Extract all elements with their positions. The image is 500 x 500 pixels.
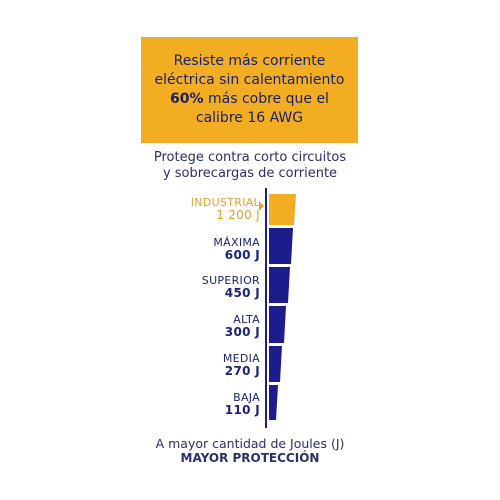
level-name: ALTA: [233, 313, 260, 326]
footer-line-1: A mayor cantidad de Joules (J): [155, 436, 345, 451]
level-maxima: MÁXIMA 600 J: [190, 236, 260, 262]
subtitle-line-1: Protege contra corto circuitos: [153, 150, 347, 165]
bar-media: [269, 346, 282, 382]
bar-baja: [269, 385, 278, 420]
level-name: MEDIA: [222, 352, 260, 365]
level-value: 600 J: [224, 248, 260, 262]
subtitle-line-2: y sobrecargas de corriente: [162, 166, 338, 181]
level-name: BAJA: [233, 391, 260, 404]
level-value: 110 J: [224, 403, 260, 417]
bar-industrial: [269, 194, 296, 225]
banner-line-4: calibre 16 AWG: [195, 110, 304, 126]
level-alta: ALTA 300 J: [190, 313, 260, 339]
banner-percent: 60%: [170, 91, 204, 107]
bar-maxima: [269, 228, 293, 264]
level-value: 300 J: [224, 325, 260, 339]
active-level-arrow-icon: [259, 201, 264, 211]
banner-line-3: 60% más cobre que el: [141, 90, 358, 108]
banner-line-3-rest: más cobre que el: [203, 91, 329, 107]
level-value: 450 J: [224, 286, 260, 300]
info-banner: Resiste más corriente eléctrica sin cale…: [141, 37, 358, 143]
level-industrial: INDUSTRIAL 1 200 J: [190, 196, 260, 222]
level-media: MEDIA 270 J: [190, 352, 260, 378]
bar-superior: [269, 267, 290, 303]
banner-line-1: Resiste más corriente: [173, 53, 326, 69]
level-name: INDUSTRIAL: [190, 196, 260, 209]
footer-line-2: MAYOR PROTECCIÓN: [180, 451, 320, 465]
level-value: 1 200 J: [216, 208, 260, 222]
level-superior: SUPERIOR 450 J: [190, 274, 260, 300]
level-baja: BAJA 110 J: [190, 391, 260, 417]
level-name: SUPERIOR: [201, 274, 260, 287]
level-name: MÁXIMA: [213, 236, 260, 249]
level-value: 270 J: [224, 364, 260, 378]
bar-alta: [269, 306, 286, 343]
banner-line-2: eléctrica sin calentamiento: [154, 72, 345, 88]
scale-axis-line: [265, 188, 267, 428]
